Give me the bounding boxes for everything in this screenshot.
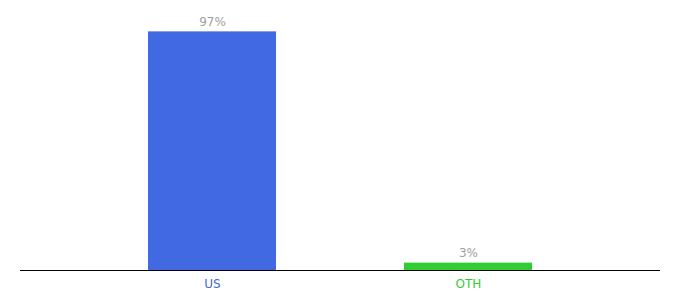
svg-text:97%: 97% bbox=[199, 15, 226, 29]
svg-text:US: US bbox=[204, 277, 220, 291]
svg-text:OTH: OTH bbox=[456, 277, 482, 291]
svg-text:3%: 3% bbox=[459, 246, 478, 260]
